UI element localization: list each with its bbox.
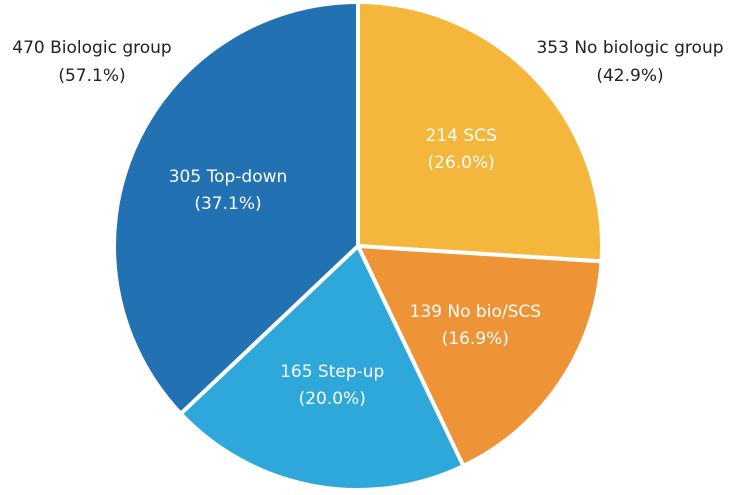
group-percent: (42.9%): [596, 66, 663, 86]
slice-percent: (26.0%): [428, 153, 495, 173]
group-percent: (57.1%): [58, 66, 125, 86]
slice-percent: (20.0%): [299, 389, 366, 409]
pie-slice: [112, 0, 360, 417]
slice-percent: (37.1%): [194, 194, 261, 214]
pie-slice: [356, 0, 604, 264]
slice-label: 139 No bio/SCS: [410, 302, 541, 322]
slice-label: 305 Top-down: [169, 167, 288, 187]
group-label: 353 No biologic group: [536, 38, 723, 58]
slice-label: 214 SCS: [426, 126, 497, 146]
pie-slice: [354, 243, 604, 469]
slice-percent: (16.9%): [442, 329, 509, 349]
slice-label: 165 Step-up: [280, 362, 384, 382]
pie-slice: [177, 242, 467, 492]
group-label: 470 Biologic group: [12, 38, 171, 58]
